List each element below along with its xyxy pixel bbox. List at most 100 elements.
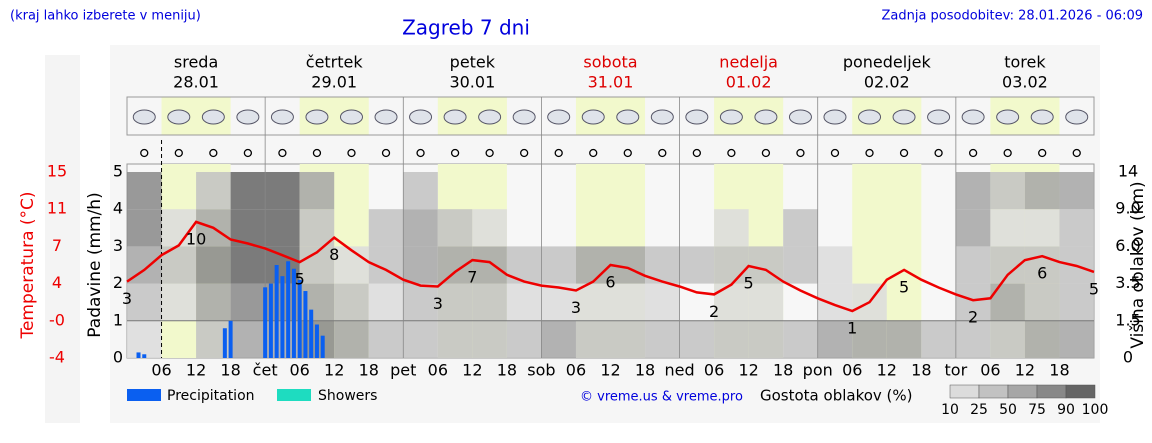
temp-label: 6 — [1037, 264, 1047, 283]
cloud-cell — [403, 283, 438, 321]
wind-marker — [312, 148, 322, 158]
cloud-cell — [541, 246, 576, 284]
day-abbr: pet — [390, 361, 416, 380]
day-name: sreda — [174, 53, 218, 72]
precip-bar — [222, 328, 227, 358]
cloud-cell — [506, 283, 542, 321]
temp-tick-label: 15 — [47, 162, 67, 181]
day-name: petek — [450, 53, 496, 72]
weather-icon — [1065, 109, 1089, 125]
cloud-cell — [575, 246, 611, 284]
cloud-cell — [127, 209, 162, 247]
cloud-cell — [403, 320, 438, 358]
weather-icon — [858, 109, 882, 125]
wind-marker — [727, 148, 736, 158]
cloud-cell — [230, 320, 266, 358]
wind-marker — [623, 148, 632, 158]
cloud-tick-label: 14 — [1118, 162, 1138, 181]
hour-label: 06 — [289, 361, 309, 380]
cloud-cell — [472, 209, 507, 247]
precip-legend-swatch — [127, 389, 161, 401]
cloud-cell — [575, 283, 611, 321]
cloud-cell — [714, 246, 749, 284]
precip-bar — [297, 279, 302, 358]
hour-label: 12 — [1015, 361, 1035, 380]
wind-marker — [899, 148, 909, 158]
hour-label: 18 — [220, 361, 240, 380]
hour-label: 12 — [324, 361, 344, 380]
wind-marker — [243, 148, 253, 158]
title: Zagreb 7 dni — [402, 16, 530, 40]
cloud-legend-swatch — [1065, 384, 1096, 399]
cloud-cell — [472, 283, 507, 321]
cloud-cell — [610, 283, 646, 321]
day-date: 02.02 — [864, 73, 910, 92]
hour-label: 18 — [773, 361, 793, 380]
temp-label: 3 — [433, 294, 443, 313]
cloud-cell — [783, 209, 818, 247]
cloud-cell — [265, 172, 300, 210]
hour-label: 06 — [428, 361, 448, 380]
wind-marker — [865, 148, 874, 158]
cloud-cell — [955, 172, 991, 210]
wind-marker — [209, 148, 218, 158]
cloud-cell — [921, 320, 956, 358]
weather-icon — [512, 109, 536, 125]
cloud-cell — [196, 246, 231, 284]
hour-label: 12 — [600, 361, 620, 380]
cloud-cell — [127, 283, 162, 321]
wind-marker — [692, 148, 701, 158]
day-abbr: pon — [803, 361, 833, 380]
day-date: 30.01 — [449, 73, 495, 92]
hour-label: 06 — [980, 361, 1000, 380]
wind-marker — [830, 148, 840, 158]
wind-marker — [1072, 148, 1081, 158]
cloud-cell — [1024, 172, 1060, 210]
menu-note: (kraj lahko izberete v meniju) — [10, 9, 201, 24]
cloud-cell — [852, 320, 887, 358]
cloud-cell — [955, 209, 991, 247]
wind-marker — [520, 148, 529, 158]
day-name: četrtek — [306, 53, 364, 72]
hour-label: 12 — [186, 361, 206, 380]
cloud-cell — [1024, 209, 1060, 247]
showers-legend: Showers — [318, 388, 377, 404]
weather-icon — [616, 109, 640, 125]
cloud-cell — [645, 320, 680, 358]
cloud-cell — [127, 172, 162, 210]
cloud-legend-swatch — [949, 384, 980, 399]
precip-bar — [263, 287, 268, 358]
cloud-tick-label: 0 — [1123, 348, 1133, 367]
cloud-cell — [955, 320, 991, 358]
precip-tick-label: 4 — [113, 199, 123, 218]
day-abbr: sob — [527, 361, 555, 380]
cloud-cell — [437, 209, 473, 247]
day-name: ponedeljek — [843, 53, 932, 72]
weather-icon — [788, 109, 812, 125]
wind-marker — [416, 148, 425, 158]
hour-label: 06 — [842, 361, 862, 380]
temp-label: 2 — [709, 302, 719, 321]
weather-icon — [719, 109, 743, 125]
cloud-cell — [748, 283, 784, 321]
cloud-cell — [368, 283, 404, 321]
cloud-legend-title: Gostota oblakov (%) — [760, 387, 913, 405]
cloud-cell — [783, 246, 818, 284]
weather-icon — [339, 109, 363, 125]
cloud-cell — [299, 209, 335, 247]
temp-label: 2 — [968, 308, 978, 327]
cloud-cell — [334, 283, 369, 321]
cloud-cell — [990, 172, 1025, 210]
temp-label: 3 — [571, 298, 581, 317]
wind-marker — [140, 148, 149, 158]
hour-label: 18 — [497, 361, 517, 380]
wind-marker — [589, 148, 598, 158]
hour-label: 18 — [635, 361, 655, 380]
day-abbr: ned — [665, 361, 695, 380]
day-date: 01.02 — [726, 73, 772, 92]
cloud-cell — [196, 172, 231, 210]
cloud-cell — [334, 320, 369, 358]
temp-label: 5 — [1089, 279, 1099, 298]
wind-marker — [761, 148, 771, 158]
